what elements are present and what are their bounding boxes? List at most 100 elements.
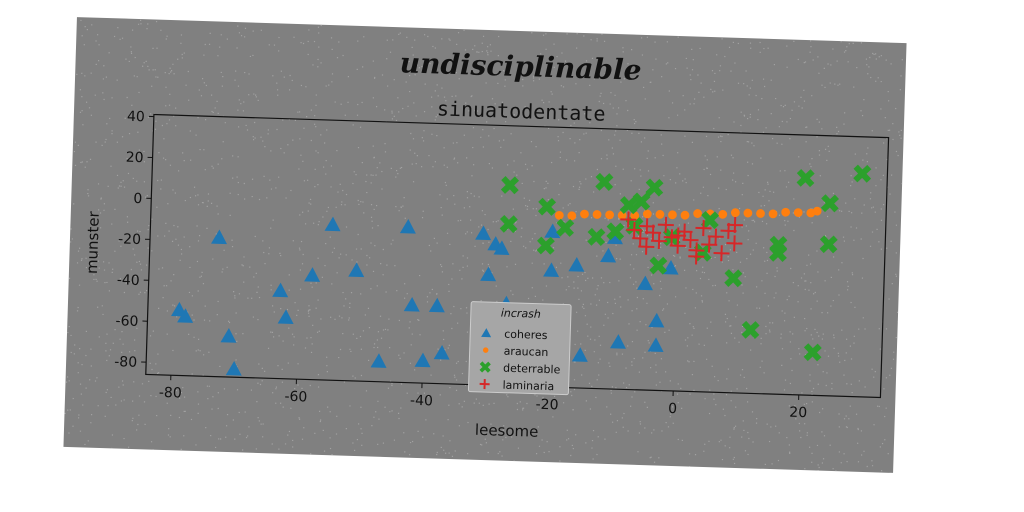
coheres-point: [370, 353, 387, 368]
coheres-point: [211, 229, 228, 245]
legend-marker-araucan: [482, 347, 489, 353]
laminaria-point: [626, 221, 643, 239]
deterrable-point: [632, 192, 651, 211]
laminaria-point: [713, 245, 730, 262]
x-tick-label: -20: [535, 397, 558, 414]
legend-marker-coheres: [481, 328, 492, 338]
deterrable-point: [796, 168, 815, 188]
legend-marker-laminaria: [479, 379, 490, 390]
araucan-point: [655, 210, 665, 219]
coheres-point: [272, 282, 289, 298]
laminaria-point: [682, 231, 699, 248]
laminaria-point: [695, 220, 712, 237]
coheres-point: [414, 352, 431, 368]
araucan-point: [592, 210, 602, 219]
x-axis-label: leesome: [475, 421, 539, 441]
laminaria-point: [657, 216, 674, 233]
coheres-point: [399, 218, 416, 234]
araucan-point: [642, 209, 652, 219]
araucan-point: [730, 208, 740, 218]
legend-marker-deterrable: [479, 361, 491, 373]
deterrable-point: [536, 236, 555, 255]
araucan-point: [756, 209, 765, 218]
araucan-point: [668, 210, 677, 220]
y-tick-label: 0: [133, 191, 142, 207]
laminaria-point: [632, 230, 649, 247]
coheres-point: [475, 225, 492, 241]
deterrable-point: [619, 196, 638, 215]
x-tick-label: 0: [668, 401, 677, 417]
deterrable-point: [700, 211, 720, 230]
deterrable-point: [587, 227, 606, 247]
coheres-point: [571, 347, 588, 362]
coheres-point: [662, 260, 679, 275]
y-tick-label: 40: [127, 109, 145, 126]
deterrable-point: [645, 178, 664, 197]
araucan-point: [693, 209, 703, 218]
coheres-point: [568, 257, 585, 272]
araucan-point: [812, 206, 822, 216]
legend-label-deterrable: deterrable: [503, 362, 561, 377]
laminaria-point: [638, 218, 655, 235]
coheres-point: [225, 360, 242, 376]
coheres-point: [277, 309, 294, 325]
deterrable-point: [500, 176, 520, 195]
deterrable-point: [595, 172, 614, 192]
y-tick-label: -20: [118, 231, 141, 248]
coheres-point: [606, 229, 623, 245]
coheres-point: [433, 344, 450, 360]
y-tick-label: -80: [114, 354, 137, 371]
coheres-point: [493, 240, 510, 256]
y-tick-label: -40: [117, 272, 140, 289]
coheres-point: [480, 266, 497, 282]
coheres-point: [324, 216, 341, 232]
araucan-point: [680, 210, 690, 220]
deterrable-point: [819, 235, 838, 254]
araucan-point: [567, 211, 577, 221]
deterrable-point: [741, 320, 760, 339]
chart-suptitle: undisciplinable: [399, 46, 642, 87]
araucan-point: [768, 209, 778, 219]
laminaria-point: [670, 227, 687, 244]
deterrable-point: [769, 243, 788, 263]
laminaria-point: [701, 236, 718, 253]
coheres-point: [543, 262, 560, 278]
coheres-point: [544, 223, 561, 239]
y-tick-label: 20: [125, 150, 143, 167]
coheres-point: [636, 275, 653, 291]
araucan-point: [793, 208, 803, 218]
x-tick-label: -40: [410, 393, 433, 410]
deterrable-point: [649, 256, 668, 275]
araucan-point: [580, 209, 589, 219]
coheres-point: [220, 328, 237, 343]
coheres-point: [609, 334, 626, 349]
deterrable-point: [606, 222, 625, 241]
legend-label-coheres: coheres: [504, 328, 548, 342]
legend-label-laminaria: laminaria: [502, 379, 554, 394]
laminaria-point: [707, 228, 724, 245]
legend-box: [467, 301, 572, 396]
deterrable-point: [853, 164, 872, 183]
coheres-point: [177, 308, 194, 323]
laminaria-point: [638, 238, 655, 255]
deterrable-point: [556, 218, 575, 237]
coheres-point: [403, 296, 420, 312]
laminaria-point: [651, 232, 668, 250]
legend-label-araucan: araucan: [503, 345, 548, 359]
araucan-point: [743, 208, 753, 218]
chart-title: sinuatodentate: [437, 96, 606, 125]
coheres-point: [600, 247, 617, 263]
x-tick-label: -60: [284, 389, 307, 406]
laminaria-point: [726, 235, 743, 252]
araucan-point: [718, 209, 728, 219]
legend-title: incrash: [501, 307, 541, 321]
coheres-point: [647, 337, 664, 353]
deterrable-point: [724, 269, 743, 288]
deterrable-point: [537, 197, 557, 216]
x-tick-label: -80: [159, 385, 182, 402]
deterrable-point: [803, 343, 822, 362]
deterrable-point: [499, 214, 518, 234]
scatter-chart: undisciplinable sinuatodentate -80 -60 -40 -2…: [64, 19, 903, 472]
laminaria-point: [620, 211, 637, 228]
